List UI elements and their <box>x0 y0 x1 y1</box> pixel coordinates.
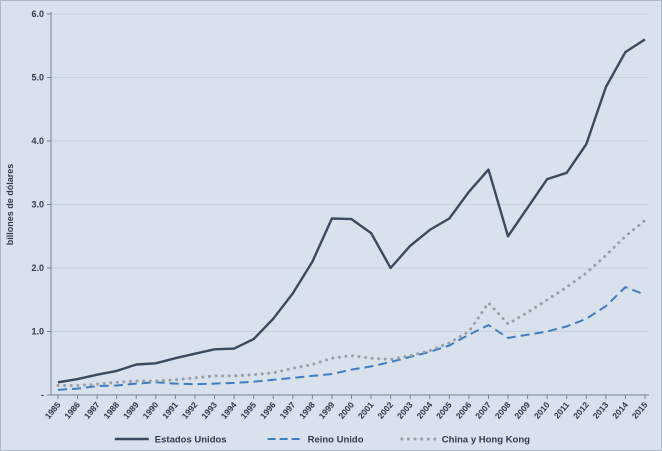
x-axis-tick-label: 2008 <box>493 400 513 421</box>
x-axis-tick-label: 1989 <box>121 400 141 421</box>
x-axis-tick-label: 2007 <box>473 400 493 421</box>
series-line-reino-unido <box>57 286 646 391</box>
y-axis-tick-label: 2.0 <box>31 263 44 273</box>
x-axis-tick-label: 1995 <box>238 400 258 421</box>
x-axis-tick-label: 1988 <box>101 400 121 421</box>
y-axis-tick-label: 1.0 <box>31 327 44 337</box>
gridlines <box>51 13 649 332</box>
x-axis-tick-label: 1986 <box>62 400 82 421</box>
x-axis-tick-label: 2014 <box>610 400 630 421</box>
series-line-china-y-hong-kong <box>56 218 647 387</box>
x-axis-tick-label: 1991 <box>160 400 180 421</box>
series-line-estados-unidos <box>57 38 646 384</box>
legend-item-reino-unido: Reino Unido <box>267 435 364 446</box>
legend-item-estados-unidos: Estados Unidos <box>114 435 227 446</box>
y-axis-tick-label: 4.0 <box>31 136 44 146</box>
legend-label: Estados Unidos <box>155 435 227 446</box>
legend-label: Reino Unido <box>308 435 364 446</box>
x-axis-tick-label: 2002 <box>375 400 395 421</box>
x-axis-tick-label: 1997 <box>278 400 298 421</box>
y-axis-labels: - 1.0 2.0 3.0 4.0 5.0 6.0 <box>31 9 44 400</box>
x-axis-tick-label: 1994 <box>219 400 239 421</box>
x-axis-tick-label: 1987 <box>82 400 102 421</box>
x-axis-tick-label: 2001 <box>356 400 376 421</box>
series-lines <box>56 38 647 391</box>
x-axis-tick-label: 1992 <box>180 400 200 421</box>
legend: Estados Unidos Reino Unido China y Hong Ko… <box>114 435 530 446</box>
x-axis-tick-label: 2004 <box>414 400 434 421</box>
x-axis-tick-label: 1998 <box>297 400 317 421</box>
x-axis-labels: 1985 1986 1987 1988 1989 1990 1991 1992 1993 1994… <box>43 400 650 421</box>
x-axis-tick-label: 2015 <box>630 400 650 421</box>
x-axis-tick-label: 2013 <box>591 400 611 421</box>
x-axis-tick-label: 1993 <box>199 400 219 421</box>
legend-item-china-y-hong-kong: China y Hong Kong <box>400 435 530 446</box>
y-axis-tick-label: 5.0 <box>31 73 44 83</box>
x-axis-tick-label: 2006 <box>454 400 474 421</box>
x-axis-tick-label: 2010 <box>532 400 552 421</box>
x-axis-tick-label: 1990 <box>141 400 161 421</box>
legend-label: China y Hong Kong <box>442 435 530 446</box>
x-axis-tick-label: 2012 <box>571 400 591 421</box>
x-axis-tick-label: 2005 <box>434 400 454 421</box>
x-axis-tick-label: 1996 <box>258 400 278 421</box>
y-axis-tick-label: - <box>41 390 44 400</box>
x-axis-tick-label: 1999 <box>317 400 337 421</box>
x-axis-tick-label: 2000 <box>336 400 356 421</box>
x-axis-tick-label: 2011 <box>552 400 572 421</box>
x-axis-tick-label: 1985 <box>43 400 63 421</box>
x-axis-tick-label: 2003 <box>395 400 415 421</box>
axes <box>47 12 649 399</box>
y-axis-title: billones de dólares <box>5 164 15 246</box>
y-axis-tick-label: 6.0 <box>31 9 44 19</box>
x-axis-tick-label: 2009 <box>512 400 532 421</box>
y-axis-tick-label: 3.0 <box>31 200 44 210</box>
